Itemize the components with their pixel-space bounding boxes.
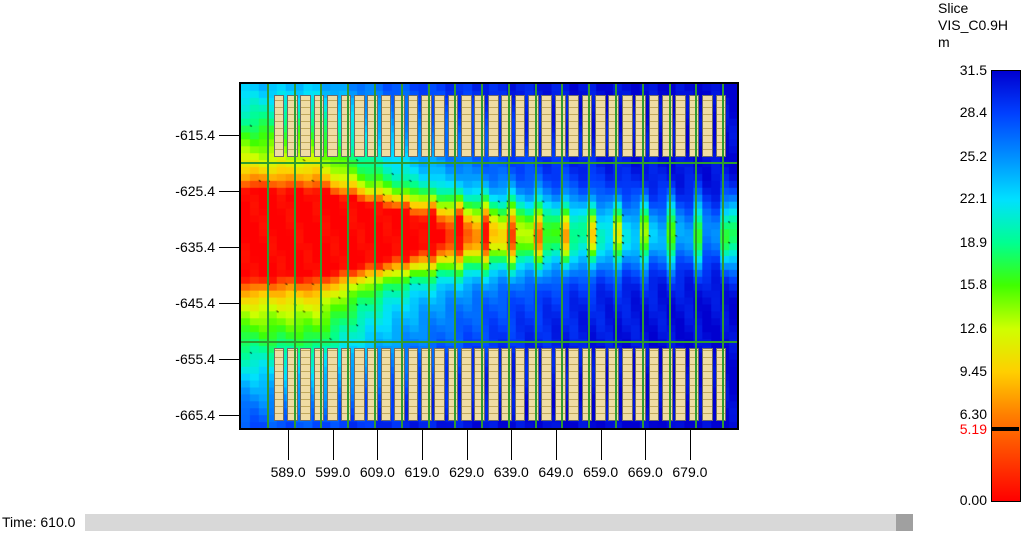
x-tick <box>645 430 646 460</box>
vertical-gridline <box>481 84 483 428</box>
y-tick <box>219 303 239 304</box>
vertical-gridline <box>428 84 430 428</box>
y-tick-label: -645.4 <box>165 295 215 311</box>
legend-title-line-1: Slice <box>938 0 1008 17</box>
x-tick-label: 669.0 <box>628 464 663 480</box>
y-tick-label: -625.4 <box>165 183 215 199</box>
vertical-gridline <box>615 84 617 428</box>
vertical-gridline <box>669 84 671 428</box>
x-tick <box>511 430 512 460</box>
vertical-gridline <box>722 84 724 428</box>
colorbar-label: 22.1 <box>943 190 987 206</box>
time-label: Time: 610.0 <box>2 514 75 530</box>
x-tick <box>467 430 468 460</box>
colorbar-label: 31.5 <box>943 62 987 78</box>
x-tick <box>556 430 557 460</box>
colorbar-label: 15.8 <box>943 276 987 292</box>
x-tick-label: 659.0 <box>583 464 618 480</box>
vertical-gridline <box>508 84 510 428</box>
vertical-gridline <box>454 84 456 428</box>
vertical-gridline <box>267 84 269 428</box>
x-tick <box>377 430 378 460</box>
plot-area <box>239 82 739 430</box>
x-tick-label: 649.0 <box>538 464 573 480</box>
vertical-gridline <box>561 84 563 428</box>
x-tick <box>601 430 602 460</box>
x-tick <box>333 430 334 460</box>
legend-title: Slice VIS_C0.9H m <box>938 0 1008 50</box>
colorbar-label: 25.2 <box>943 148 987 164</box>
y-tick-label: -615.4 <box>165 127 215 143</box>
y-tick-label: -655.4 <box>165 351 215 367</box>
x-tick <box>288 430 289 460</box>
horizontal-gridline <box>241 341 737 343</box>
x-tick-label: 599.0 <box>315 464 350 480</box>
horizontal-gridline <box>241 162 737 164</box>
y-tick-label: -665.4 <box>165 407 215 423</box>
colorbar-label: 18.9 <box>943 234 987 250</box>
y-tick <box>219 191 239 192</box>
x-tick-label: 639.0 <box>494 464 529 480</box>
vertical-gridline <box>374 84 376 428</box>
x-tick-label: 679.0 <box>672 464 707 480</box>
legend-title-line-3: m <box>938 34 1008 51</box>
vertical-gridline <box>642 84 644 428</box>
y-tick <box>219 247 239 248</box>
vertical-gridline <box>588 84 590 428</box>
colorbar-label: 6.30 <box>943 406 987 422</box>
x-tick-label: 619.0 <box>405 464 440 480</box>
vertical-gridline <box>294 84 296 428</box>
vertical-gridline <box>695 84 697 428</box>
vertical-gridline <box>347 84 349 428</box>
y-tick <box>219 415 239 416</box>
x-tick <box>690 430 691 460</box>
y-tick <box>219 359 239 360</box>
x-tick <box>422 430 423 460</box>
x-tick-label: 629.0 <box>449 464 484 480</box>
colorbar-label: 5.19 <box>943 421 987 437</box>
colorbar-label: 12.6 <box>943 320 987 336</box>
time-scrubber[interactable] <box>85 514 913 531</box>
colorbar-label: 28.4 <box>943 104 987 120</box>
colorbar-label: 9.45 <box>943 363 987 379</box>
vertical-gridline <box>401 84 403 428</box>
vertical-gridline <box>535 84 537 428</box>
grid-overlay-layer <box>241 84 737 428</box>
x-tick-label: 589.0 <box>271 464 306 480</box>
x-tick-label: 609.0 <box>360 464 395 480</box>
time-scrubber-progress <box>85 514 896 531</box>
vertical-gridline <box>320 84 322 428</box>
legend-title-line-2: VIS_C0.9H <box>938 17 1008 34</box>
y-tick-label: -635.4 <box>165 239 215 255</box>
colorbar <box>991 70 1021 502</box>
colorbar-label: 0.00 <box>943 492 987 508</box>
colorbar-threshold-marker <box>991 427 1019 431</box>
y-tick <box>219 135 239 136</box>
